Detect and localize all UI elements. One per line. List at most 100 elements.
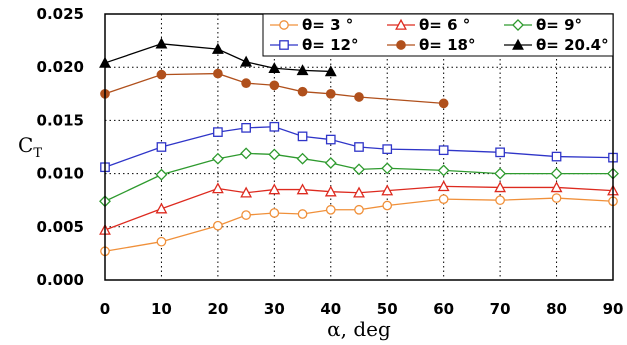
data-point xyxy=(269,208,280,218)
data-point xyxy=(381,184,394,196)
data-point xyxy=(324,65,337,77)
legend: θ= 3 ° θ= 6 ° θ= 9° θ= 12° θ= 18° θ= 20.4° xyxy=(262,13,614,57)
data-point xyxy=(438,145,449,156)
data-point xyxy=(296,64,309,76)
data-point xyxy=(325,134,336,145)
y-axis-title-subscript: T xyxy=(33,146,42,161)
data-point xyxy=(494,181,507,193)
data-point xyxy=(437,180,450,192)
x-tick-label: 20 xyxy=(207,300,228,318)
data-point xyxy=(213,220,223,231)
data-point xyxy=(268,148,281,161)
data-point xyxy=(155,168,168,181)
data-point xyxy=(325,204,336,215)
y-tick-label: 0.025 xyxy=(37,5,84,23)
data-point xyxy=(494,167,507,180)
data-point xyxy=(495,147,505,158)
data-point xyxy=(550,167,563,180)
legend-label: θ= 9° xyxy=(536,16,582,34)
x-tick-label: 70 xyxy=(490,300,511,318)
data-point xyxy=(381,162,394,175)
series-4 xyxy=(100,121,618,173)
data-point xyxy=(156,69,167,80)
legend-box xyxy=(262,13,614,57)
data-point xyxy=(353,163,365,176)
data-point xyxy=(438,98,449,109)
data-point xyxy=(213,68,223,79)
legend-marker xyxy=(396,40,406,50)
series-layer xyxy=(99,37,619,257)
data-point xyxy=(211,182,224,194)
x-tick-label: 50 xyxy=(377,300,398,318)
data-point xyxy=(211,152,224,165)
y-tick-label: 0.015 xyxy=(37,111,84,129)
data-point xyxy=(354,92,364,102)
legend-marker xyxy=(279,40,289,50)
x-tick-label: 80 xyxy=(546,300,567,318)
legend-label: θ= 18° xyxy=(419,36,475,54)
legend-marker xyxy=(279,20,289,30)
data-point xyxy=(437,164,450,177)
x-tick-label: 60 xyxy=(433,300,454,318)
y-tick-label: 0.010 xyxy=(37,165,84,183)
data-point xyxy=(382,144,393,154)
data-point xyxy=(325,88,336,99)
data-point xyxy=(156,142,167,152)
data-point xyxy=(551,151,562,162)
legend-item-4: θ= 12° xyxy=(270,36,358,54)
x-tick-label: 90 xyxy=(603,300,624,318)
legend-label: θ= 12° xyxy=(302,36,358,54)
x-tick-label: 10 xyxy=(151,300,172,318)
y-tick-label: 0.020 xyxy=(37,58,84,76)
data-point xyxy=(438,194,449,204)
data-point xyxy=(268,62,281,74)
y-tick-label: 0.005 xyxy=(37,218,84,236)
data-point xyxy=(353,186,365,198)
y-tick-label: 0.000 xyxy=(37,271,84,289)
legend-item-6: θ= 20.4° xyxy=(504,36,609,54)
data-point xyxy=(324,185,337,197)
x-tick-label: 0 xyxy=(100,300,110,318)
legend-item-1: θ= 3 ° xyxy=(270,16,353,34)
data-point xyxy=(296,152,309,165)
legend-item-5: θ= 18° xyxy=(387,36,475,54)
data-point xyxy=(297,86,308,97)
data-point xyxy=(269,121,280,132)
data-point xyxy=(495,195,505,206)
data-point xyxy=(241,210,251,220)
data-point xyxy=(156,236,167,247)
data-point xyxy=(213,127,223,137)
data-point xyxy=(297,209,308,219)
legend-label: θ= 20.4° xyxy=(536,36,609,54)
data-point xyxy=(241,78,251,89)
data-point xyxy=(268,183,281,195)
legend-label: θ= 3 ° xyxy=(302,16,353,34)
data-point xyxy=(382,200,393,211)
series-5 xyxy=(100,68,449,109)
x-axis-title: α, deg xyxy=(327,317,391,341)
x-tick-label: 40 xyxy=(320,300,341,318)
data-point xyxy=(240,186,253,198)
data-point xyxy=(155,202,168,214)
series-1 xyxy=(100,193,618,257)
series-3 xyxy=(99,147,619,208)
data-point xyxy=(241,122,251,133)
series-6 xyxy=(99,37,337,77)
data-point xyxy=(240,55,253,67)
legend-item-2: θ= 6 ° xyxy=(387,16,470,34)
legend-label: θ= 6 ° xyxy=(419,16,470,34)
data-point xyxy=(354,142,364,152)
y-tick-labels: 0.000 0.005 0.010 0.015 0.020 0.025 xyxy=(37,5,84,289)
legend-item-3: θ= 9° xyxy=(504,16,582,34)
legend-marker xyxy=(512,19,524,31)
x-tick-labels: 0 10 20 30 40 50 60 70 80 90 xyxy=(100,300,624,318)
data-point xyxy=(155,37,168,49)
data-point xyxy=(240,147,253,160)
data-point xyxy=(551,193,562,203)
data-point xyxy=(550,181,563,193)
series-2 xyxy=(99,180,619,235)
data-point xyxy=(324,157,337,169)
data-point xyxy=(354,204,364,215)
data-point xyxy=(211,42,224,54)
